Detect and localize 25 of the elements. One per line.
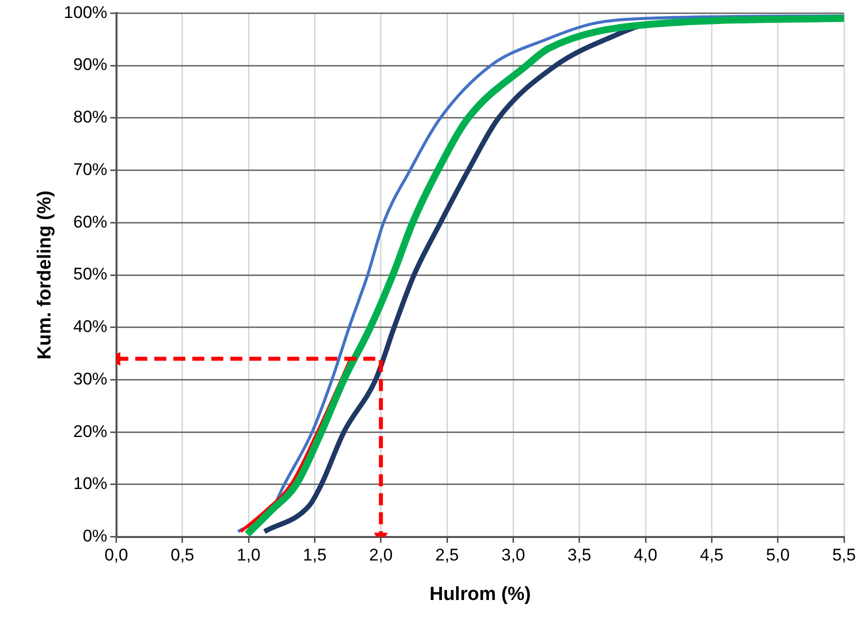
y-tick-label: 10% [73, 474, 108, 494]
y-tick-label: 0% [82, 526, 108, 546]
x-tick-label: 0,5 [170, 546, 194, 565]
x-tick-label: 1,0 [236, 546, 260, 565]
x-tick-label: 4,0 [634, 546, 658, 565]
y-tick-label: 60% [73, 212, 108, 232]
y-tick-label: 30% [73, 369, 108, 388]
x-tick-label: 4,5 [700, 546, 724, 565]
x-tick-label: 2,5 [435, 546, 459, 565]
y-tick-label: 40% [73, 317, 108, 336]
y-tick-label: 70% [73, 160, 108, 179]
y-tick-label: 80% [73, 108, 108, 127]
y-tick-label: 50% [73, 264, 108, 284]
x-tick-label: 2,0 [369, 546, 393, 565]
y-tick-label: 20% [73, 422, 108, 441]
y-tick-label: 100% [64, 2, 108, 22]
x-tick-label: 5,0 [766, 546, 790, 565]
x-tick-label: 3,5 [568, 546, 592, 565]
y-axis-title: Kum. fordeling (%) [34, 190, 56, 360]
x-axis-title: Hulrom (%) [429, 584, 531, 605]
x-tick-label: 0,0 [104, 546, 128, 565]
x-tick-label: 5,5 [832, 546, 856, 565]
x-tick-label: 3,0 [501, 546, 526, 565]
y-tick-label: 90% [73, 55, 108, 74]
x-tick-label: 1,5 [302, 546, 327, 565]
